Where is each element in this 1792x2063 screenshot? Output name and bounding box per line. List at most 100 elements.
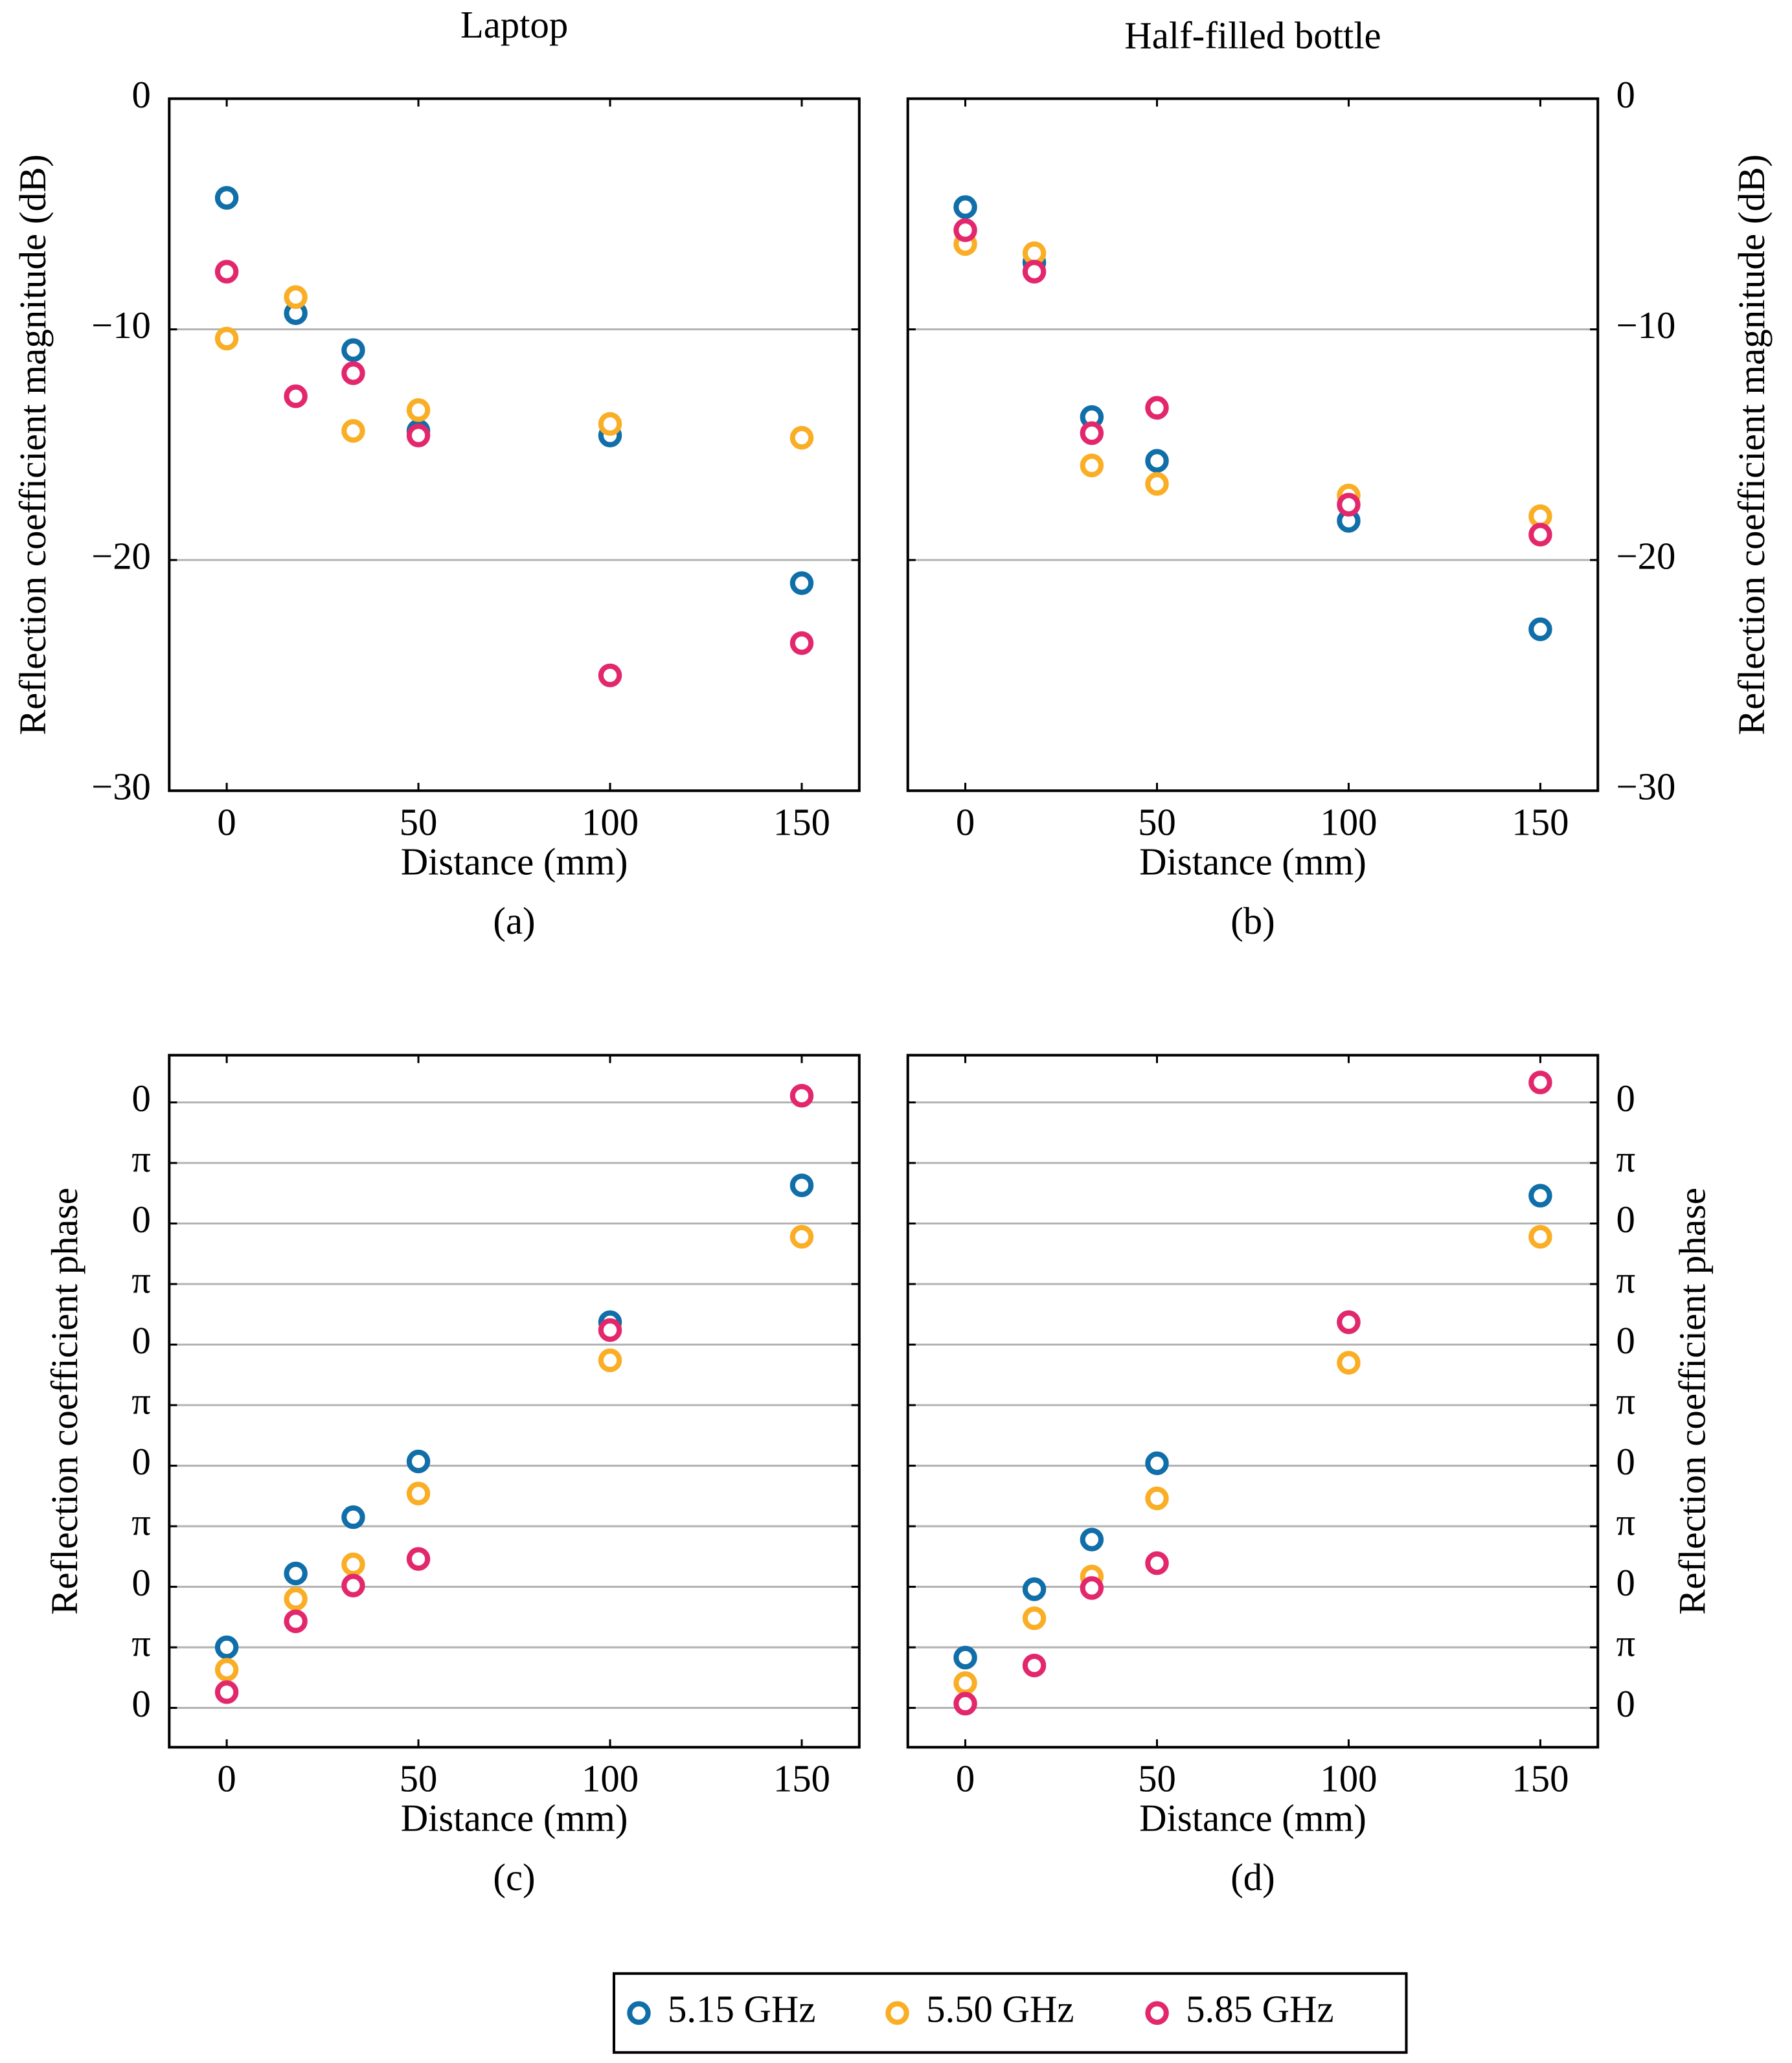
x-axis-label: Distance (mm): [1139, 840, 1367, 883]
x-tick-label: 150: [1512, 1758, 1569, 1800]
marker: [284, 285, 308, 310]
x-tick-label: 50: [1138, 801, 1176, 843]
marker: [341, 1552, 365, 1577]
y-axis-label: Reflection coefficient phase: [43, 1188, 85, 1615]
y-axis-label: Reflection coefficient magnitude (dB): [12, 154, 54, 735]
marker: [789, 425, 814, 450]
marker: [953, 1671, 977, 1695]
y-tick-label: 0: [1616, 1441, 1635, 1483]
caption: (c): [493, 1856, 535, 1899]
marker: [1145, 1451, 1169, 1476]
marker: [789, 1083, 814, 1108]
marker: [406, 1449, 431, 1474]
y-tick-label: π: [1616, 1380, 1636, 1422]
x-tick-label: 150: [773, 1758, 830, 1800]
marker: [953, 195, 977, 220]
marker: [1528, 617, 1552, 642]
marker: [1022, 260, 1047, 284]
legend-label: 5.50 GHz: [926, 1988, 1074, 2030]
plot-frame: [168, 1054, 861, 1749]
marker: [1145, 472, 1169, 496]
y-tick-label: 0: [1616, 1683, 1635, 1725]
y-tick-label: 0: [1616, 74, 1635, 116]
marker: [1528, 504, 1552, 528]
y-tick-label: π: [1616, 1259, 1636, 1301]
x-tick-label: 100: [1320, 1758, 1377, 1800]
marker: [341, 1505, 365, 1529]
marker: [953, 218, 977, 242]
plot-frame: [906, 1054, 1600, 1749]
caption: (a): [493, 900, 535, 942]
marker: [789, 1224, 814, 1249]
marker: [406, 398, 431, 422]
y-tick-label: 0: [132, 1320, 151, 1362]
y-tick-label: π: [1616, 1501, 1636, 1543]
y-tick-label: 0: [132, 74, 151, 116]
y-tick-label: −10: [91, 304, 151, 346]
marker: [1080, 453, 1104, 478]
x-tick-label: 50: [400, 1758, 438, 1800]
x-tick-label: 0: [956, 801, 975, 843]
y-tick-label: 0: [1616, 1562, 1635, 1604]
marker: [598, 663, 622, 688]
y-tick-label: −20: [91, 535, 151, 577]
marker: [1337, 1351, 1361, 1375]
marker: [1337, 1310, 1361, 1335]
marker: [284, 384, 308, 409]
y-tick-label: π: [1616, 1138, 1636, 1180]
y-tick-label: π: [131, 1380, 151, 1422]
y-tick-label: 0: [132, 1683, 151, 1725]
y-tick-label: −30: [91, 766, 151, 808]
marker: [214, 1680, 239, 1704]
marker: [214, 186, 239, 210]
y-tick-label: π: [1616, 1623, 1636, 1665]
marker: [1145, 1551, 1169, 1575]
marker: [953, 1645, 977, 1670]
marker: [214, 326, 239, 351]
caption: (d): [1231, 1856, 1275, 1899]
caption: (b): [1231, 900, 1275, 942]
marker: [598, 412, 622, 436]
marker: [1528, 1070, 1552, 1094]
x-tick-label: 100: [582, 1758, 639, 1800]
marker: [1080, 1528, 1104, 1551]
y-tick-label: 0: [132, 1199, 151, 1241]
marker: [789, 1173, 814, 1197]
marker: [1528, 1184, 1552, 1208]
y-axis-label: Reflection coefficient magnitude (dB): [1730, 154, 1773, 735]
marker: [1145, 1486, 1169, 1511]
y-tick-label: 0: [132, 1077, 151, 1120]
marker: [406, 1482, 431, 1505]
x-axis-label: Distance (mm): [1139, 1798, 1367, 1840]
marker: [598, 1318, 622, 1342]
marker: [284, 1561, 308, 1586]
marker: [1022, 1653, 1047, 1678]
y-axis-label: Reflection coefficient phase: [1672, 1188, 1714, 1615]
plot-frame: [168, 97, 861, 793]
marker: [341, 419, 365, 443]
marker: [789, 631, 814, 655]
marker: [953, 1691, 977, 1716]
y-tick-label: 0: [132, 1441, 151, 1483]
x-tick-label: 0: [217, 1758, 236, 1800]
marker: [284, 1609, 308, 1634]
plot-frame: [906, 97, 1600, 793]
marker: [214, 1635, 239, 1660]
chart-title: Laptop: [460, 4, 568, 46]
y-tick-label: π: [131, 1138, 151, 1180]
legend-marker: [885, 2001, 909, 2025]
marker: [406, 423, 431, 447]
marker: [598, 1348, 622, 1373]
y-tick-label: π: [131, 1501, 151, 1543]
marker: [1080, 1576, 1104, 1600]
marker: [1080, 421, 1104, 445]
marker: [1145, 449, 1169, 473]
y-tick-label: π: [131, 1623, 151, 1665]
marker: [284, 1586, 308, 1611]
marker: [214, 1658, 239, 1682]
marker: [1022, 1577, 1047, 1601]
legend-marker: [627, 2001, 651, 2025]
y-tick-label: 0: [1616, 1077, 1635, 1120]
